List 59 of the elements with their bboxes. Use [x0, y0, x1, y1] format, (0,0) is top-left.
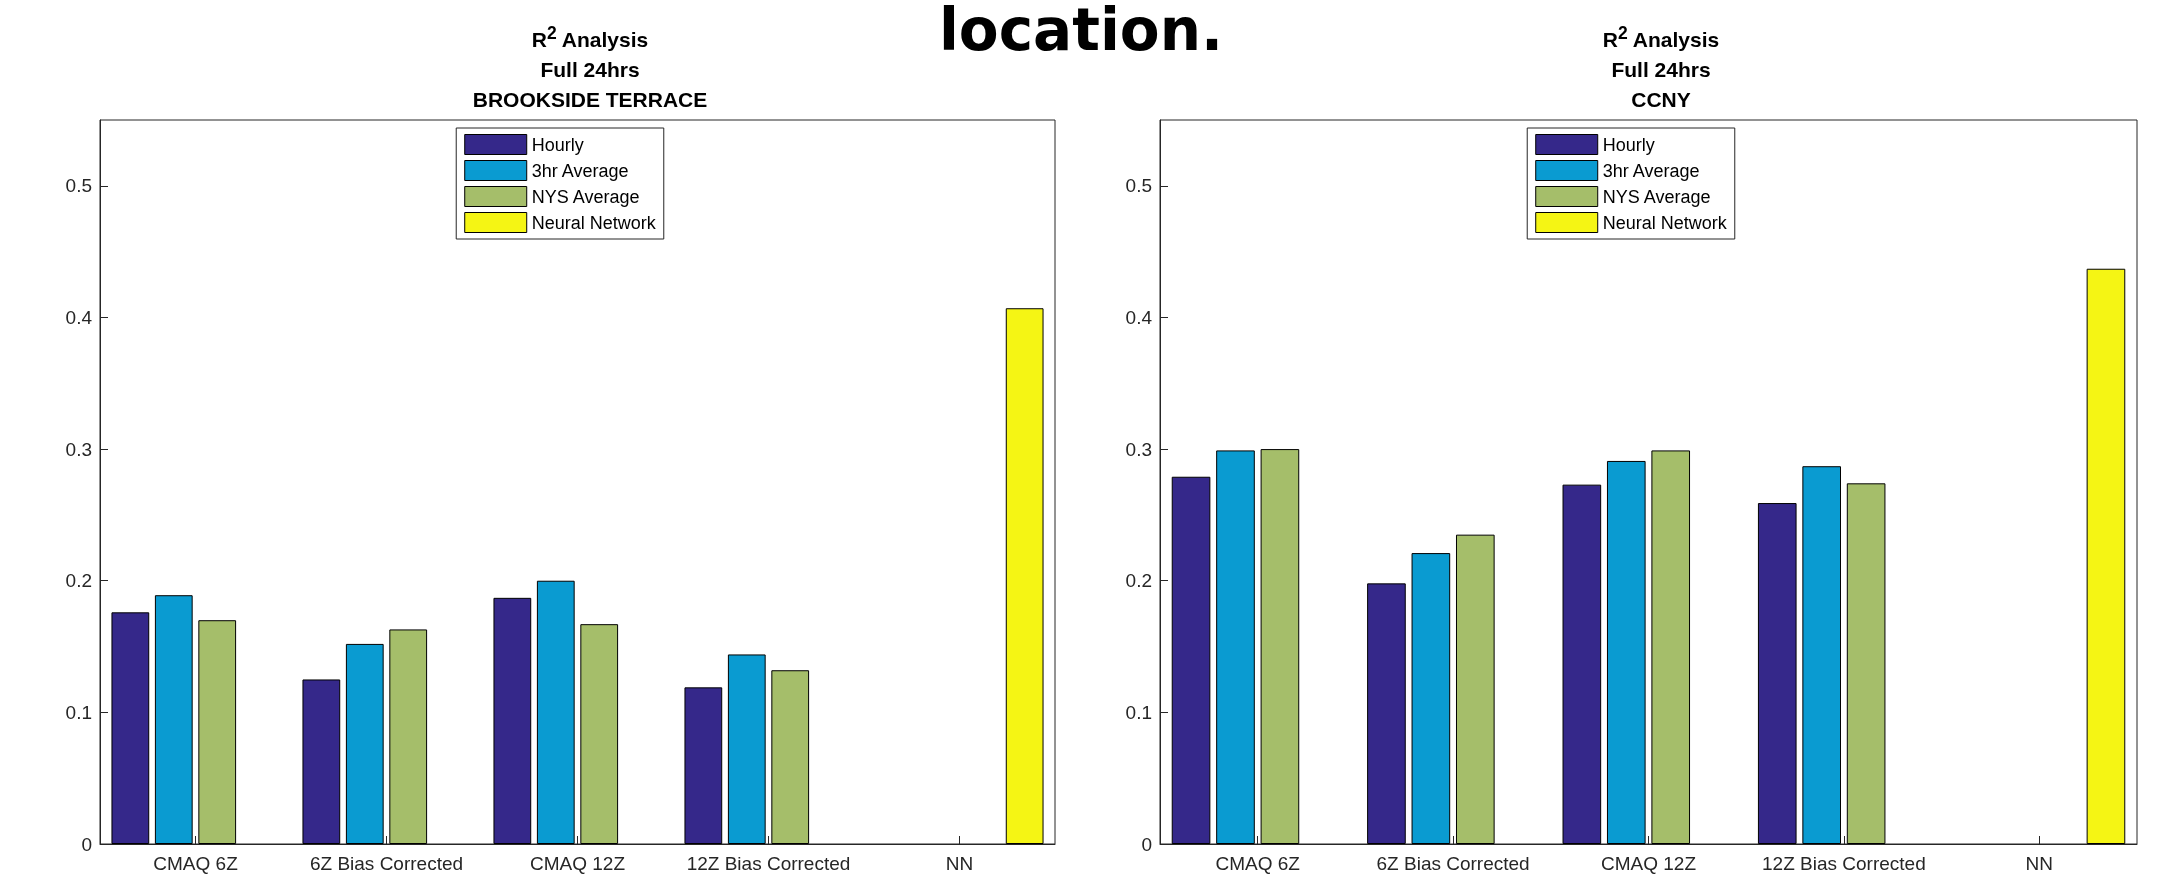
bar — [111, 612, 150, 844]
x-tick-label: 6Z Bias Corrected — [1376, 853, 1530, 874]
bar — [1171, 476, 1211, 844]
bar — [1216, 450, 1255, 844]
y-tick-label: 0.4 — [65, 306, 93, 328]
legend-label: Hourly — [531, 134, 584, 155]
y-tick-label: 0.3 — [65, 438, 92, 460]
chart-title: R$^{2}$ Analysis Full 24hrs BROOKSIDE TERRACE — [472, 23, 708, 111]
x-tick-label: NN — [2025, 853, 2054, 874]
bar — [2086, 268, 2126, 844]
y-tick-label: 0.3 — [1125, 438, 1152, 460]
y-tick-label: 0.5 — [1125, 175, 1152, 197]
x-tick-label: NN — [945, 853, 974, 874]
x-tick-label: 12Z Bias Corrected — [686, 853, 851, 874]
y-tick-label: 0.2 — [65, 570, 92, 592]
bar — [1802, 466, 1841, 844]
bar — [1846, 483, 1886, 844]
bar — [1456, 534, 1495, 844]
legend-label: 3hr Average — [531, 160, 629, 181]
x-tick-label: CMAQ 6Z — [1215, 853, 1301, 874]
bar — [154, 595, 193, 844]
bar — [580, 624, 619, 844]
legend-label: NYS Average — [531, 186, 640, 207]
legend-label: Neural Network — [1602, 212, 1728, 233]
bar — [1562, 484, 1602, 844]
x-tick-label: 12Z Bias Corrected — [1762, 853, 1926, 874]
chart-title: R$^{2}$ Analysis Full 24hrs CCNY — [1602, 23, 1720, 111]
legend-label: Hourly — [1602, 134, 1655, 155]
bar — [1411, 553, 1451, 844]
legend-label: Neural Network — [531, 212, 657, 233]
y-tick-label: 0.5 — [65, 175, 92, 197]
y-tick-label: 0.2 — [1125, 570, 1152, 592]
bar — [1260, 449, 1300, 844]
y-tick-label: 0.4 — [1125, 306, 1153, 328]
bar — [302, 679, 341, 844]
bar — [493, 597, 532, 844]
y-tick-label: 0.1 — [1125, 701, 1152, 723]
y-tick-label: 0.1 — [65, 701, 92, 723]
y-tick-label: 0 — [1141, 833, 1152, 855]
bar — [1757, 503, 1797, 844]
bar — [536, 580, 575, 844]
bar — [684, 687, 723, 844]
x-tick-label: 6Z Bias Corrected — [309, 853, 464, 874]
bar — [1005, 308, 1044, 844]
x-tick-label: CMAQ 12Z — [529, 853, 626, 874]
y-tick-label: 0 — [81, 833, 92, 855]
text: location. — [938, 0, 1224, 64]
bar — [1367, 583, 1406, 844]
x-tick-label: CMAQ 6Z — [153, 853, 239, 874]
bar — [198, 620, 237, 844]
bar — [771, 670, 810, 844]
x-tick-label: CMAQ 12Z — [1600, 853, 1697, 874]
bar — [345, 643, 384, 844]
legend-label: NYS Average — [1602, 186, 1711, 207]
bar — [389, 629, 428, 844]
bar — [1606, 460, 1646, 844]
legend-label: 3hr Average — [1602, 160, 1700, 181]
bar — [1651, 450, 1691, 844]
bar — [727, 654, 766, 844]
